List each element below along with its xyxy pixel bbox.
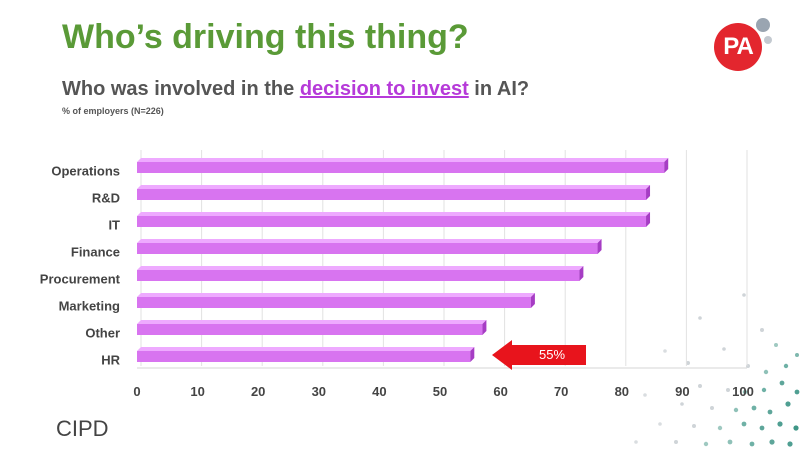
bar xyxy=(137,216,647,227)
bar-side xyxy=(664,158,669,173)
slide-title: Who’s driving this thing? xyxy=(62,18,469,56)
decorative-dot-icon xyxy=(733,407,739,413)
decorative-dot-icon xyxy=(761,387,767,393)
decorative-dot-icon xyxy=(717,425,723,431)
bar xyxy=(137,351,471,362)
category-label: HR xyxy=(101,353,120,368)
decorative-dot-icon xyxy=(643,393,647,397)
x-tick-label: 40 xyxy=(372,384,386,399)
decorative-dot-icon xyxy=(767,409,773,415)
decorative-dot-icon xyxy=(763,369,769,375)
bar-side xyxy=(646,185,651,200)
decorative-dot-icon xyxy=(779,380,785,386)
bar-side xyxy=(579,266,584,281)
decorative-dot-icon xyxy=(751,405,757,411)
category-label: Finance xyxy=(71,245,120,260)
decorative-dot-icon xyxy=(794,389,800,395)
x-tick-label: 100 xyxy=(732,384,754,399)
x-tick-label: 0 xyxy=(133,384,140,399)
decorative-dot-icon xyxy=(783,363,789,369)
bar-top xyxy=(137,293,535,297)
bar xyxy=(137,189,647,200)
bar-side xyxy=(646,212,651,227)
callout-arrow-icon xyxy=(492,340,586,370)
x-tick-label: 10 xyxy=(190,384,204,399)
pa-logo: PA xyxy=(714,23,762,71)
x-tick-label: 30 xyxy=(312,384,326,399)
decorative-dot-icon xyxy=(710,406,714,410)
decorative-dot-icon xyxy=(674,440,678,444)
decorative-dot-icon xyxy=(634,440,638,444)
x-tick-label: 70 xyxy=(554,384,568,399)
bar-side xyxy=(482,320,487,335)
decorative-dot-icon xyxy=(760,328,764,332)
pa-logo-dot-small-icon xyxy=(764,36,772,44)
chart-title: Who was involved in the decision to inve… xyxy=(62,78,529,101)
category-label: Other xyxy=(85,326,120,341)
decorative-dot-icon xyxy=(749,441,755,447)
bar-side xyxy=(470,347,475,362)
callout-label: 55% xyxy=(538,347,566,362)
decorative-dot-icon xyxy=(727,439,733,445)
decorative-dot-icon xyxy=(698,316,702,320)
decorative-dot-icon xyxy=(777,421,783,427)
bar-top xyxy=(137,320,487,324)
bar xyxy=(137,162,665,173)
decorative-dot-icon xyxy=(680,402,684,406)
chart-title-pre: Who was involved in the xyxy=(62,78,300,100)
bar xyxy=(137,270,580,281)
chart-title-highlight: decision to invest xyxy=(299,78,469,100)
category-label: R&D xyxy=(92,191,120,206)
bar-top xyxy=(137,185,651,189)
category-label: Operations xyxy=(51,164,120,179)
category-label: IT xyxy=(108,218,120,233)
bar xyxy=(137,324,483,335)
x-tick-label: 80 xyxy=(615,384,629,399)
decorative-dot-icon xyxy=(698,384,702,388)
decorative-dot-icon xyxy=(686,361,690,365)
chart-subtitle: % of employers (N=226) xyxy=(62,106,164,116)
decorative-dot-icon xyxy=(787,441,793,447)
decorative-dot-icon xyxy=(726,388,730,392)
pa-logo-dot-icon xyxy=(756,18,770,32)
bar-top xyxy=(137,266,584,270)
chart-title-post: in AI? xyxy=(468,78,530,100)
cipd-logo: CIPD xyxy=(56,416,109,441)
x-tick-label: 50 xyxy=(433,384,447,399)
bar-top xyxy=(137,239,602,243)
x-tick-label: 90 xyxy=(675,384,689,399)
bar xyxy=(137,297,531,308)
bar-top xyxy=(137,347,475,351)
bar-top xyxy=(137,212,651,216)
decorative-dot-icon xyxy=(722,347,726,351)
category-label: Marketing xyxy=(59,299,120,314)
decorative-dot-icon xyxy=(742,389,748,395)
decorative-dot-icon xyxy=(703,441,709,447)
decorative-dot-icon xyxy=(793,425,799,431)
decorative-dot-icon xyxy=(663,349,667,353)
bar-side xyxy=(597,239,602,254)
x-tick-label: 60 xyxy=(493,384,507,399)
decorative-dot-icon xyxy=(741,421,747,427)
bar-top xyxy=(137,158,669,162)
decorative-dot-icon xyxy=(769,439,775,445)
decorative-dot-icon xyxy=(759,425,765,431)
x-tick-label: 20 xyxy=(251,384,265,399)
decorative-dot-icon xyxy=(795,353,799,357)
decorative-dot-icon xyxy=(774,343,778,347)
bar-side xyxy=(530,293,535,308)
decorative-dot-icon xyxy=(785,401,791,407)
decorative-dot-icon xyxy=(742,293,746,297)
bar xyxy=(137,243,598,254)
category-label: Procurement xyxy=(40,272,121,287)
decorative-dot-icon xyxy=(692,424,696,428)
decorative-dot-icon xyxy=(658,422,662,426)
